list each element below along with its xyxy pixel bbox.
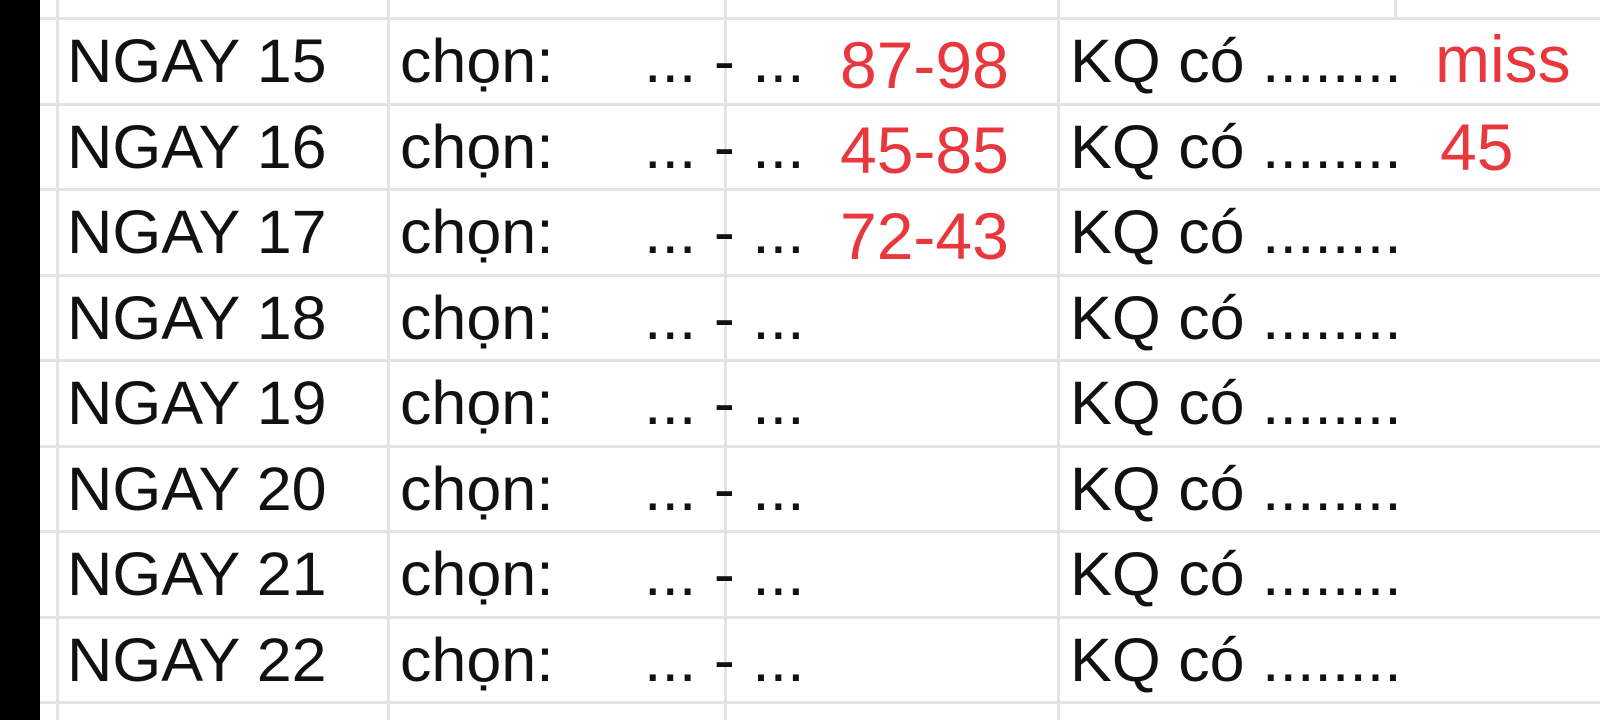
pick-cell[interactable]: ... - ...: [644, 625, 805, 694]
pick-cell[interactable]: ... - ...: [644, 112, 805, 181]
choose-label-cell[interactable]: chọn:: [400, 283, 554, 352]
row-divider: [40, 359, 1600, 362]
result-cell[interactable]: KQ có ........: [1070, 283, 1402, 352]
day-cell[interactable]: NGAY 16: [67, 112, 327, 181]
annotation-result-16: 45: [1440, 110, 1514, 184]
pick-cell[interactable]: ... - ...: [644, 540, 805, 608]
row-divider: [40, 530, 1600, 533]
choose-label-cell[interactable]: chọn:: [400, 625, 554, 694]
day-cell[interactable]: NGAY 18: [67, 283, 327, 352]
day-cell[interactable]: NGAY 17: [67, 198, 327, 266]
row-divider: [40, 701, 1600, 704]
row-divider: [40, 17, 1600, 20]
row-divider: [40, 188, 1600, 191]
annotation-pick-16: 45-85: [840, 113, 1009, 187]
annotation-pick-17: 72-43: [840, 199, 1009, 273]
choose-label-cell[interactable]: chọn:: [400, 198, 554, 266]
spreadsheet-grid: NGAY 15 chọn: ... - ... KQ có ........ NGAY …: [40, 0, 1600, 720]
choose-label-cell[interactable]: chọn:: [400, 112, 554, 181]
day-cell[interactable]: NGAY 22: [67, 625, 327, 694]
row-divider: [40, 444, 1600, 448]
choose-label-cell[interactable]: chọn:: [400, 540, 554, 608]
day-cell[interactable]: NGAY 15: [67, 27, 327, 95]
row-divider: [40, 273, 1600, 277]
result-cell[interactable]: KQ có ........: [1070, 625, 1402, 694]
result-cell[interactable]: KQ có ........: [1070, 27, 1402, 95]
row-divider: [40, 615, 1600, 619]
result-cell[interactable]: KQ có ........: [1070, 454, 1402, 523]
pick-cell[interactable]: ... - ...: [644, 27, 805, 95]
pick-cell[interactable]: ... - ...: [644, 454, 805, 523]
choose-label-cell[interactable]: chọn:: [400, 369, 554, 437]
annotation-result-15: miss: [1435, 22, 1571, 96]
day-cell[interactable]: NGAY 21: [67, 540, 327, 608]
row-divider: [40, 102, 1600, 106]
result-cell[interactable]: KQ có ........: [1070, 198, 1402, 266]
annotation-pick-15: 87-98: [840, 28, 1009, 102]
column-divider: [1394, 0, 1397, 18]
pick-cell[interactable]: ... - ...: [644, 283, 805, 352]
pick-cell[interactable]: ... - ...: [644, 369, 805, 437]
result-cell[interactable]: KQ có ........: [1070, 112, 1402, 181]
day-cell[interactable]: NGAY 20: [67, 454, 327, 523]
day-cell[interactable]: NGAY 19: [67, 369, 327, 437]
result-cell[interactable]: KQ có ........: [1070, 369, 1402, 437]
choose-label-cell[interactable]: chọn:: [400, 27, 554, 95]
result-cell[interactable]: KQ có ........: [1070, 540, 1402, 608]
pick-cell[interactable]: ... - ...: [644, 198, 805, 266]
choose-label-cell[interactable]: chọn:: [400, 454, 554, 523]
